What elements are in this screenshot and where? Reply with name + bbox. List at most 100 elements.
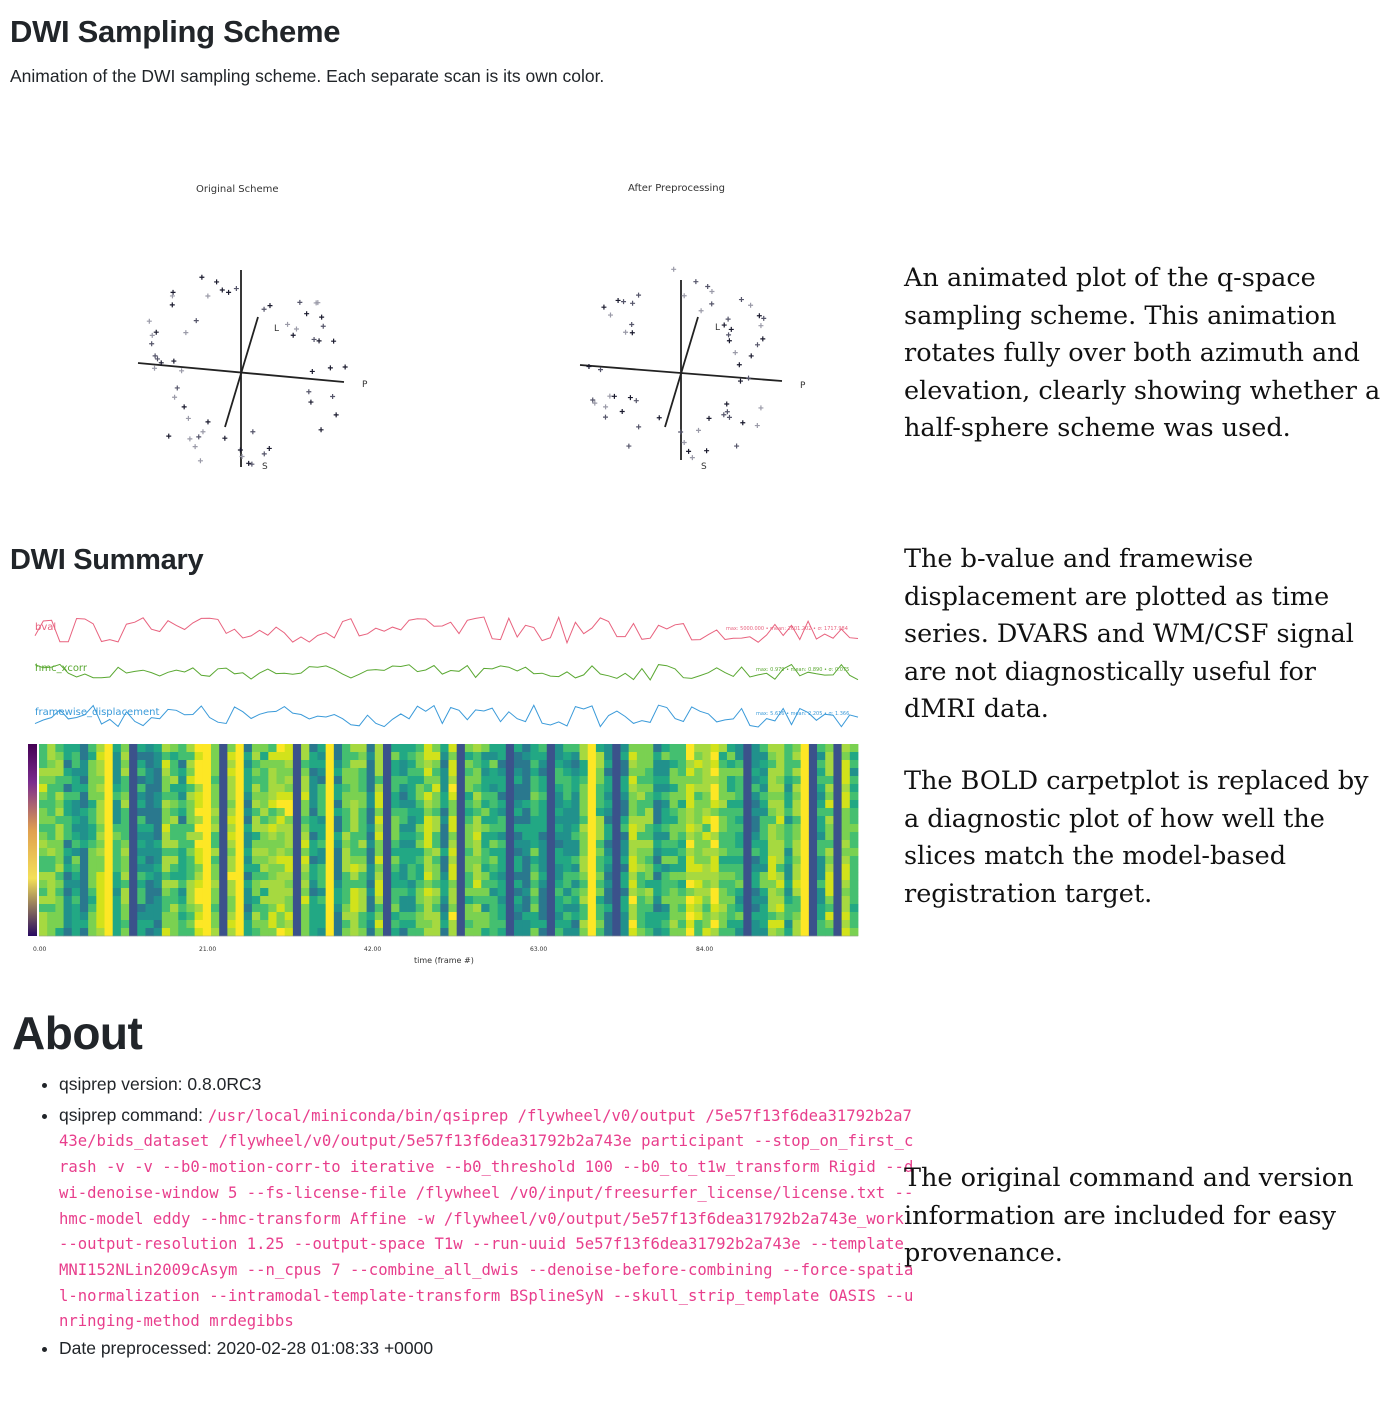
carpet-cell: [448, 800, 458, 809]
carpet-cell: [735, 776, 744, 785]
carpet-cell: [309, 912, 318, 921]
carpet-cell: [473, 880, 482, 889]
carpet-cell: [751, 776, 761, 785]
carpet-cell: [153, 808, 163, 817]
sample-point: [311, 336, 317, 342]
carpet-cell: [129, 856, 138, 865]
carpet-cell: [743, 928, 752, 937]
carpet-cell: [399, 896, 408, 905]
carpet-cell: [440, 744, 449, 753]
carpet-cell: [260, 824, 269, 833]
carpet-cell: [595, 880, 605, 889]
carpet-cell: [317, 928, 327, 937]
xtick-4: 84.00: [696, 946, 713, 953]
carpet-cell: [243, 776, 253, 785]
sample-point: [197, 458, 203, 464]
carpet-cell: [563, 784, 572, 793]
carpet-cell: [170, 912, 179, 921]
carpet-cell: [751, 864, 761, 873]
carpet-cell: [186, 912, 196, 921]
date-label: Date preprocessed:: [59, 1338, 217, 1359]
carpet-cell: [399, 776, 408, 785]
carpet-cell: [702, 832, 711, 841]
carpet-cell: [407, 792, 417, 801]
carpet-cell: [628, 872, 638, 881]
carpet-cell: [260, 752, 269, 761]
sample-point: [304, 311, 310, 317]
carpet-cell: [161, 792, 171, 801]
carpet-cell: [88, 752, 97, 761]
carpet-cell: [481, 744, 490, 753]
carpet-cell: [538, 888, 548, 897]
carpet-cell: [374, 768, 384, 777]
carpet-cell: [137, 856, 146, 865]
carpet-cell: [268, 784, 277, 793]
carpet-cell: [227, 744, 236, 753]
carpet-cell: [153, 880, 163, 889]
sample-point: [696, 427, 702, 433]
carpet-cell: [620, 880, 630, 889]
carpet-cell: [792, 752, 802, 761]
carpet-cell: [800, 808, 810, 817]
carpet-cell: [464, 872, 474, 881]
carpet-cell: [317, 752, 327, 761]
carpet-cell: [579, 872, 589, 881]
carpet-cell: [284, 768, 294, 777]
carpet-cell: [473, 824, 482, 833]
carpet-cell: [686, 776, 695, 785]
carpet-cell: [645, 856, 654, 865]
carpet-cell: [137, 896, 146, 905]
carpet-cell: [227, 896, 236, 905]
carpet-cell: [448, 784, 458, 793]
carpet-cell: [292, 888, 302, 897]
carpet-cell: [735, 816, 744, 825]
carpet-cell: [456, 904, 466, 913]
carpet-cell: [161, 800, 171, 809]
carpet-cell: [219, 888, 228, 897]
carpet-cell: [595, 896, 605, 905]
carpet-cell: [350, 840, 359, 849]
carpet-cell: [604, 856, 613, 865]
carpet-cell: [456, 776, 466, 785]
carpet-cell: [342, 856, 351, 865]
carpet-cell: [358, 896, 367, 905]
carpet-cell: [210, 800, 220, 809]
carpet-cell: [604, 912, 613, 921]
carpet-cell: [817, 920, 826, 929]
carpet-cell: [800, 880, 810, 889]
carpet-plot: [39, 744, 859, 937]
sample-point: [721, 322, 727, 328]
carpet-cell: [636, 848, 646, 857]
carpet-cell: [243, 880, 253, 889]
carpet-cell: [178, 880, 187, 889]
carpet-cell: [448, 848, 458, 857]
sample-point: [607, 393, 613, 399]
carpet-cell: [415, 880, 425, 889]
carpet-cell: [129, 920, 138, 929]
carpet-cell: [440, 816, 449, 825]
carpet-cell: [71, 768, 81, 777]
carpet-cell: [817, 808, 826, 817]
carpet-cell: [251, 928, 261, 937]
carpet-cell: [636, 888, 646, 897]
carpet-cell: [481, 920, 490, 929]
carpet-cell: [497, 872, 507, 881]
carpet-cell: [718, 744, 728, 753]
carpet-cell: [317, 824, 327, 833]
carpet-cell: [702, 760, 711, 769]
carpet-cell: [735, 768, 744, 777]
carpet-cell: [546, 784, 556, 793]
carpet-cell: [530, 776, 539, 785]
carpet-cell: [645, 792, 654, 801]
carpet-cell: [301, 760, 310, 769]
carpet-cell: [153, 928, 163, 937]
carpet-cell: [505, 872, 515, 881]
carpet-cell: [628, 920, 638, 929]
carpet-cell: [677, 808, 687, 817]
carpet-cell: [333, 800, 343, 809]
carpet-cell: [399, 920, 408, 929]
carpet-cell: [194, 864, 204, 873]
carpet-cell: [784, 864, 793, 873]
carpet-cell: [161, 920, 171, 929]
carpet-cell: [522, 872, 531, 881]
